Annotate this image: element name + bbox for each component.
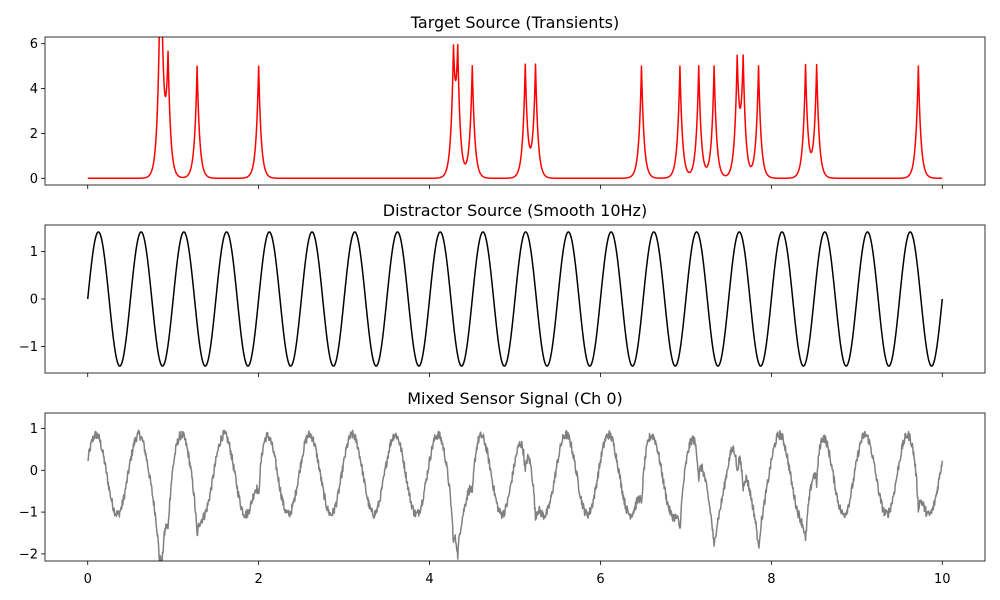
series-line	[86, 231, 944, 367]
y-tick-label: 1	[30, 245, 38, 260]
x-tick-label: 4	[425, 572, 433, 587]
y-tick-label: 2	[30, 127, 38, 142]
y-tick-label: 0	[30, 172, 38, 187]
plot-frame	[44, 36, 986, 186]
plot-frame	[44, 412, 986, 562]
panel-title: Target Source (Transients)	[410, 13, 619, 32]
series-line	[87, 37, 943, 180]
y-tick-label: 6	[30, 37, 38, 52]
x-tick-label: 6	[596, 572, 604, 587]
y-tick-label: −1	[19, 506, 38, 521]
y-tick-label: −2	[19, 547, 38, 562]
panel-title: Distractor Source (Smooth 10Hz)	[383, 201, 647, 220]
panel-distractor-source: Distractor Source (Smooth 10Hz) −1 0 1	[19, 201, 986, 377]
x-tick-label: 8	[767, 572, 775, 587]
x-tick-label: 0	[84, 572, 92, 587]
y-tick-label: 4	[30, 82, 38, 97]
y-tick-label: 1	[30, 422, 38, 437]
y-tick-label: 0	[30, 464, 38, 479]
series-line	[87, 429, 944, 561]
y-tick-label: −1	[19, 340, 38, 355]
panel-target-source: Target Source (Transients) 0 2 4 6	[30, 13, 986, 189]
x-tick-label: 2	[254, 572, 262, 587]
x-tick-label: 10	[934, 572, 951, 587]
y-tick-label: 0	[30, 293, 38, 308]
panel-title: Mixed Sensor Signal (Ch 0)	[407, 389, 623, 408]
